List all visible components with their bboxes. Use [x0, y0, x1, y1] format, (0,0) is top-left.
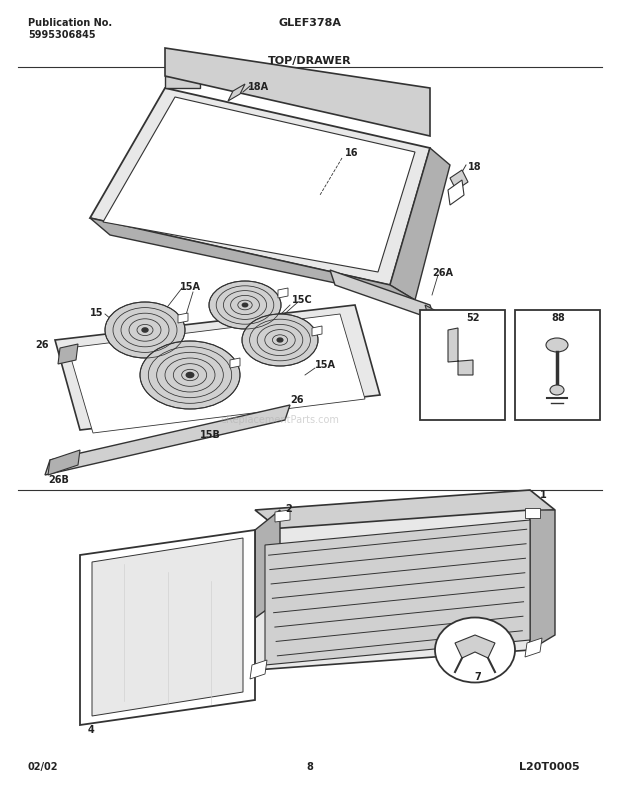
Text: 15C: 15C [292, 295, 312, 305]
Ellipse shape [546, 338, 568, 352]
Text: 16: 16 [345, 148, 358, 158]
Text: TOP/DRAWER: TOP/DRAWER [268, 56, 352, 66]
Text: 18A: 18A [248, 82, 269, 92]
Text: 26B: 26B [48, 475, 69, 485]
Text: 15A: 15A [180, 282, 201, 292]
Polygon shape [448, 328, 473, 375]
Polygon shape [525, 638, 542, 657]
Ellipse shape [550, 385, 564, 395]
Polygon shape [265, 520, 530, 665]
Polygon shape [330, 270, 435, 320]
Text: 02/02: 02/02 [28, 762, 58, 772]
Text: L20T0005: L20T0005 [520, 762, 580, 772]
Ellipse shape [209, 281, 281, 329]
Polygon shape [312, 326, 322, 336]
Polygon shape [515, 310, 600, 420]
Polygon shape [255, 510, 280, 618]
Polygon shape [228, 84, 245, 101]
Text: 5995306845: 5995306845 [28, 30, 95, 40]
Polygon shape [425, 305, 445, 330]
Text: 18: 18 [468, 162, 482, 172]
Polygon shape [45, 405, 290, 475]
Text: 15A: 15A [315, 360, 336, 370]
Text: 7: 7 [475, 672, 481, 682]
Ellipse shape [435, 618, 515, 683]
Text: 26: 26 [35, 340, 48, 350]
Text: 15: 15 [90, 308, 104, 318]
Text: 8: 8 [306, 762, 314, 772]
Ellipse shape [242, 303, 248, 307]
Polygon shape [55, 305, 380, 430]
Polygon shape [278, 288, 288, 298]
Polygon shape [165, 48, 430, 136]
Polygon shape [455, 635, 495, 658]
Text: 26A: 26A [432, 268, 453, 278]
Polygon shape [420, 310, 505, 420]
Text: 1: 1 [540, 490, 547, 500]
Polygon shape [165, 76, 200, 88]
Ellipse shape [140, 341, 240, 409]
Text: 15B: 15B [200, 430, 221, 440]
Polygon shape [390, 148, 450, 300]
Polygon shape [230, 358, 240, 368]
Ellipse shape [242, 314, 318, 366]
Polygon shape [275, 510, 290, 522]
Text: 52: 52 [466, 313, 480, 323]
Text: 2: 2 [285, 504, 292, 514]
Ellipse shape [142, 328, 148, 332]
Polygon shape [103, 97, 415, 272]
Polygon shape [68, 314, 365, 433]
Text: 88: 88 [551, 313, 565, 323]
Polygon shape [80, 530, 255, 725]
Text: 4: 4 [88, 725, 95, 735]
Ellipse shape [105, 302, 185, 358]
Text: 26: 26 [290, 395, 304, 405]
Polygon shape [178, 313, 188, 323]
Polygon shape [250, 660, 267, 679]
Polygon shape [90, 88, 430, 285]
Text: eReplacementParts.com: eReplacementParts.com [221, 415, 339, 425]
Text: Publication No.: Publication No. [28, 18, 112, 28]
Polygon shape [525, 508, 540, 518]
Ellipse shape [277, 338, 283, 342]
Ellipse shape [186, 372, 193, 378]
Polygon shape [58, 344, 78, 364]
Polygon shape [90, 218, 415, 300]
Polygon shape [92, 538, 243, 716]
Polygon shape [448, 180, 464, 205]
Text: GLEF378A: GLEF378A [278, 18, 342, 28]
Polygon shape [450, 170, 468, 190]
Polygon shape [255, 510, 530, 670]
Polygon shape [48, 450, 80, 475]
Polygon shape [530, 510, 555, 650]
Polygon shape [255, 490, 555, 530]
